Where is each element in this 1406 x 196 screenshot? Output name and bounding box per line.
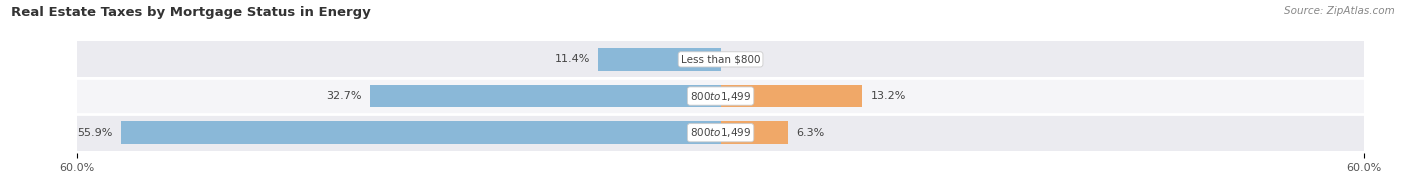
Text: 32.7%: 32.7% bbox=[326, 91, 361, 101]
Bar bbox=[77, 78, 1364, 114]
Text: Real Estate Taxes by Mortgage Status in Energy: Real Estate Taxes by Mortgage Status in … bbox=[11, 6, 371, 19]
Text: $800 to $1,499: $800 to $1,499 bbox=[690, 126, 751, 139]
Bar bbox=[121, 121, 721, 144]
Text: 0.0%: 0.0% bbox=[730, 54, 758, 64]
Bar bbox=[370, 85, 721, 107]
Text: 6.3%: 6.3% bbox=[797, 128, 825, 138]
Text: 11.4%: 11.4% bbox=[554, 54, 589, 64]
Text: 55.9%: 55.9% bbox=[77, 128, 112, 138]
Bar bbox=[77, 115, 1364, 151]
Text: $800 to $1,499: $800 to $1,499 bbox=[690, 90, 751, 103]
Bar bbox=[77, 41, 1364, 77]
Bar bbox=[721, 121, 789, 144]
Bar bbox=[721, 85, 862, 107]
Bar bbox=[599, 48, 721, 71]
Text: Less than $800: Less than $800 bbox=[681, 54, 761, 64]
Text: Source: ZipAtlas.com: Source: ZipAtlas.com bbox=[1284, 6, 1395, 16]
Text: 13.2%: 13.2% bbox=[870, 91, 905, 101]
